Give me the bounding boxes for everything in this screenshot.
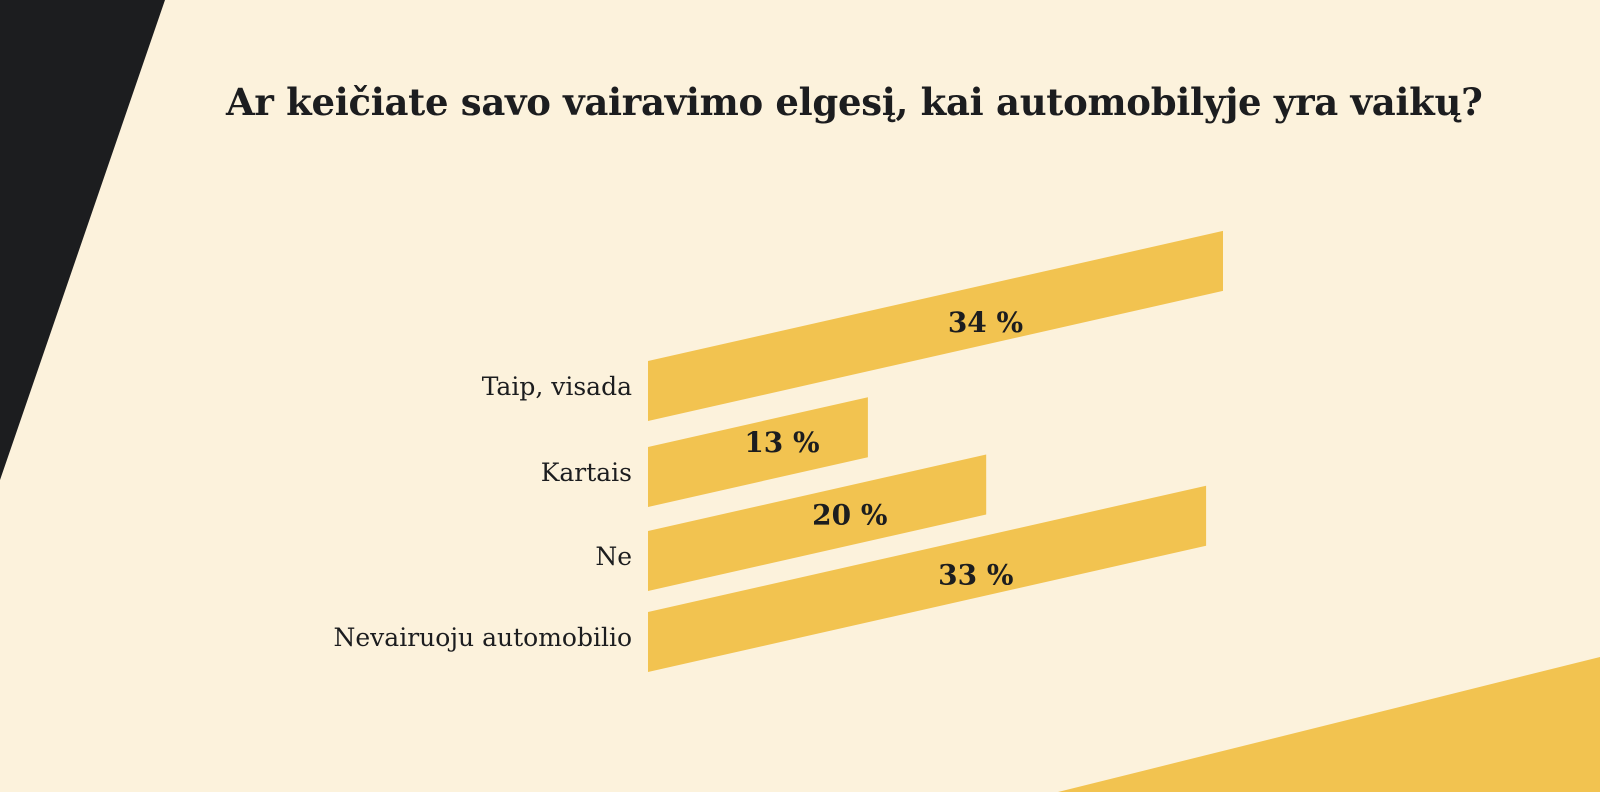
- bar-4: [648, 485, 1207, 672]
- bar-1: [648, 230, 1223, 421]
- bar-2: [648, 397, 868, 507]
- category-label: Taip, visada: [482, 372, 632, 401]
- value-label: 34 %: [948, 306, 1023, 339]
- category-label: Nevairuoju automobilio: [334, 623, 633, 652]
- value-label: 13 %: [744, 426, 819, 459]
- chart-title: Ar keičiate savo vairavimo elgesį, kai a…: [226, 80, 1483, 124]
- value-label: 33 %: [938, 559, 1013, 592]
- yellow-corner-shape: [1058, 657, 1600, 792]
- category-label: Kartais: [541, 458, 632, 487]
- dark-corner-shape: [0, 0, 165, 480]
- value-label: 20 %: [812, 499, 887, 532]
- bar-3: [648, 454, 987, 591]
- category-label: Ne: [595, 542, 632, 571]
